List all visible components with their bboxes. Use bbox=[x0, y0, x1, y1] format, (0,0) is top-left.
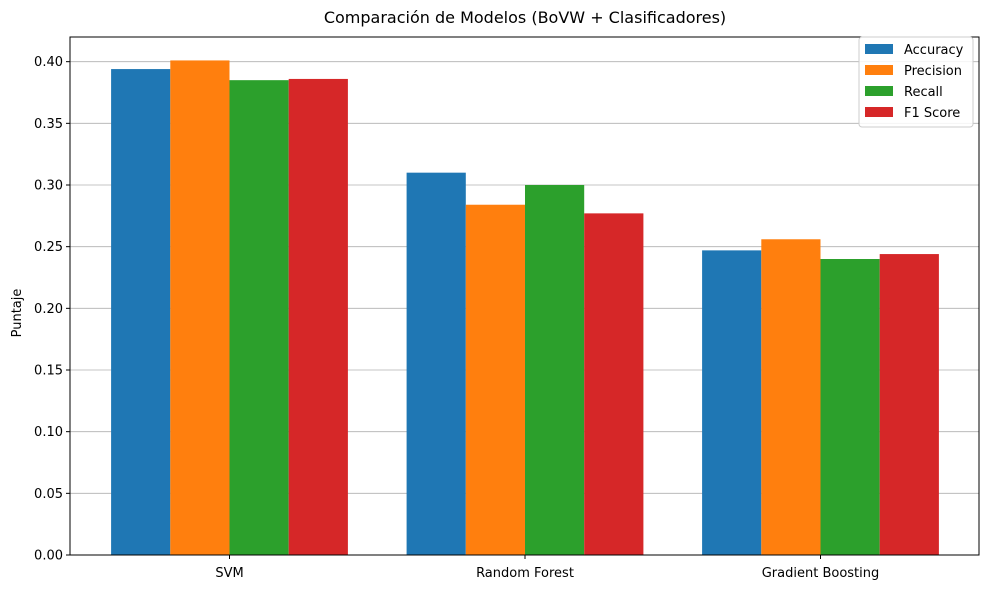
bar-f1-score-gradient-boosting bbox=[879, 254, 939, 556]
y-tick-label: 0.20 bbox=[34, 302, 63, 317]
y-tick-label: 0.05 bbox=[34, 487, 63, 502]
bar-f1-score-svm bbox=[288, 78, 348, 555]
legend-swatch bbox=[865, 107, 893, 117]
y-tick-label: 0.00 bbox=[34, 549, 63, 564]
legend-swatch bbox=[865, 44, 893, 54]
bar-recall-random-forest bbox=[525, 185, 585, 555]
bar-recall-svm bbox=[229, 80, 289, 556]
y-tick-label: 0.15 bbox=[34, 364, 63, 379]
bar-accuracy-svm bbox=[111, 69, 171, 556]
legend-label: Precision bbox=[904, 64, 962, 79]
legend-label: Recall bbox=[904, 85, 943, 100]
chart-title: Comparación de Modelos (BoVW + Clasifica… bbox=[324, 8, 726, 27]
y-axis-label: Puntaje bbox=[10, 289, 25, 338]
legend-box bbox=[858, 36, 974, 128]
bar-accuracy-random-forest bbox=[406, 172, 466, 555]
bar-precision-gradient-boosting bbox=[761, 239, 821, 555]
bars bbox=[111, 60, 939, 556]
bar-recall-gradient-boosting bbox=[820, 259, 880, 555]
x-axis-ticks: SVM Random Forest Gradient Boosting bbox=[215, 555, 879, 581]
y-tick-label: 0.35 bbox=[34, 117, 63, 132]
legend-swatch bbox=[865, 65, 893, 75]
x-tick-label: SVM bbox=[215, 566, 243, 581]
y-axis-ticks: 0.00 0.05 0.10 0.15 0.20 0.25 0.30 0.35 0.40 bbox=[34, 55, 70, 564]
y-tick-label: 0.40 bbox=[34, 55, 63, 70]
bar-accuracy-gradient-boosting bbox=[702, 250, 762, 555]
legend: Accuracy Precision Recall F1 Score bbox=[858, 36, 974, 128]
bar-f1-score-random-forest bbox=[584, 213, 644, 555]
x-tick-label: Random Forest bbox=[476, 566, 574, 581]
legend-label: Accuracy bbox=[904, 43, 964, 58]
bar-precision-svm bbox=[170, 60, 230, 555]
y-tick-label: 0.25 bbox=[34, 240, 63, 255]
bar-precision-random-forest bbox=[465, 204, 525, 555]
legend-label: F1 Score bbox=[904, 106, 960, 121]
y-tick-label: 0.10 bbox=[34, 425, 63, 440]
y-tick-label: 0.30 bbox=[34, 179, 63, 194]
x-tick-label: Gradient Boosting bbox=[762, 566, 880, 581]
legend-swatch bbox=[865, 86, 893, 96]
